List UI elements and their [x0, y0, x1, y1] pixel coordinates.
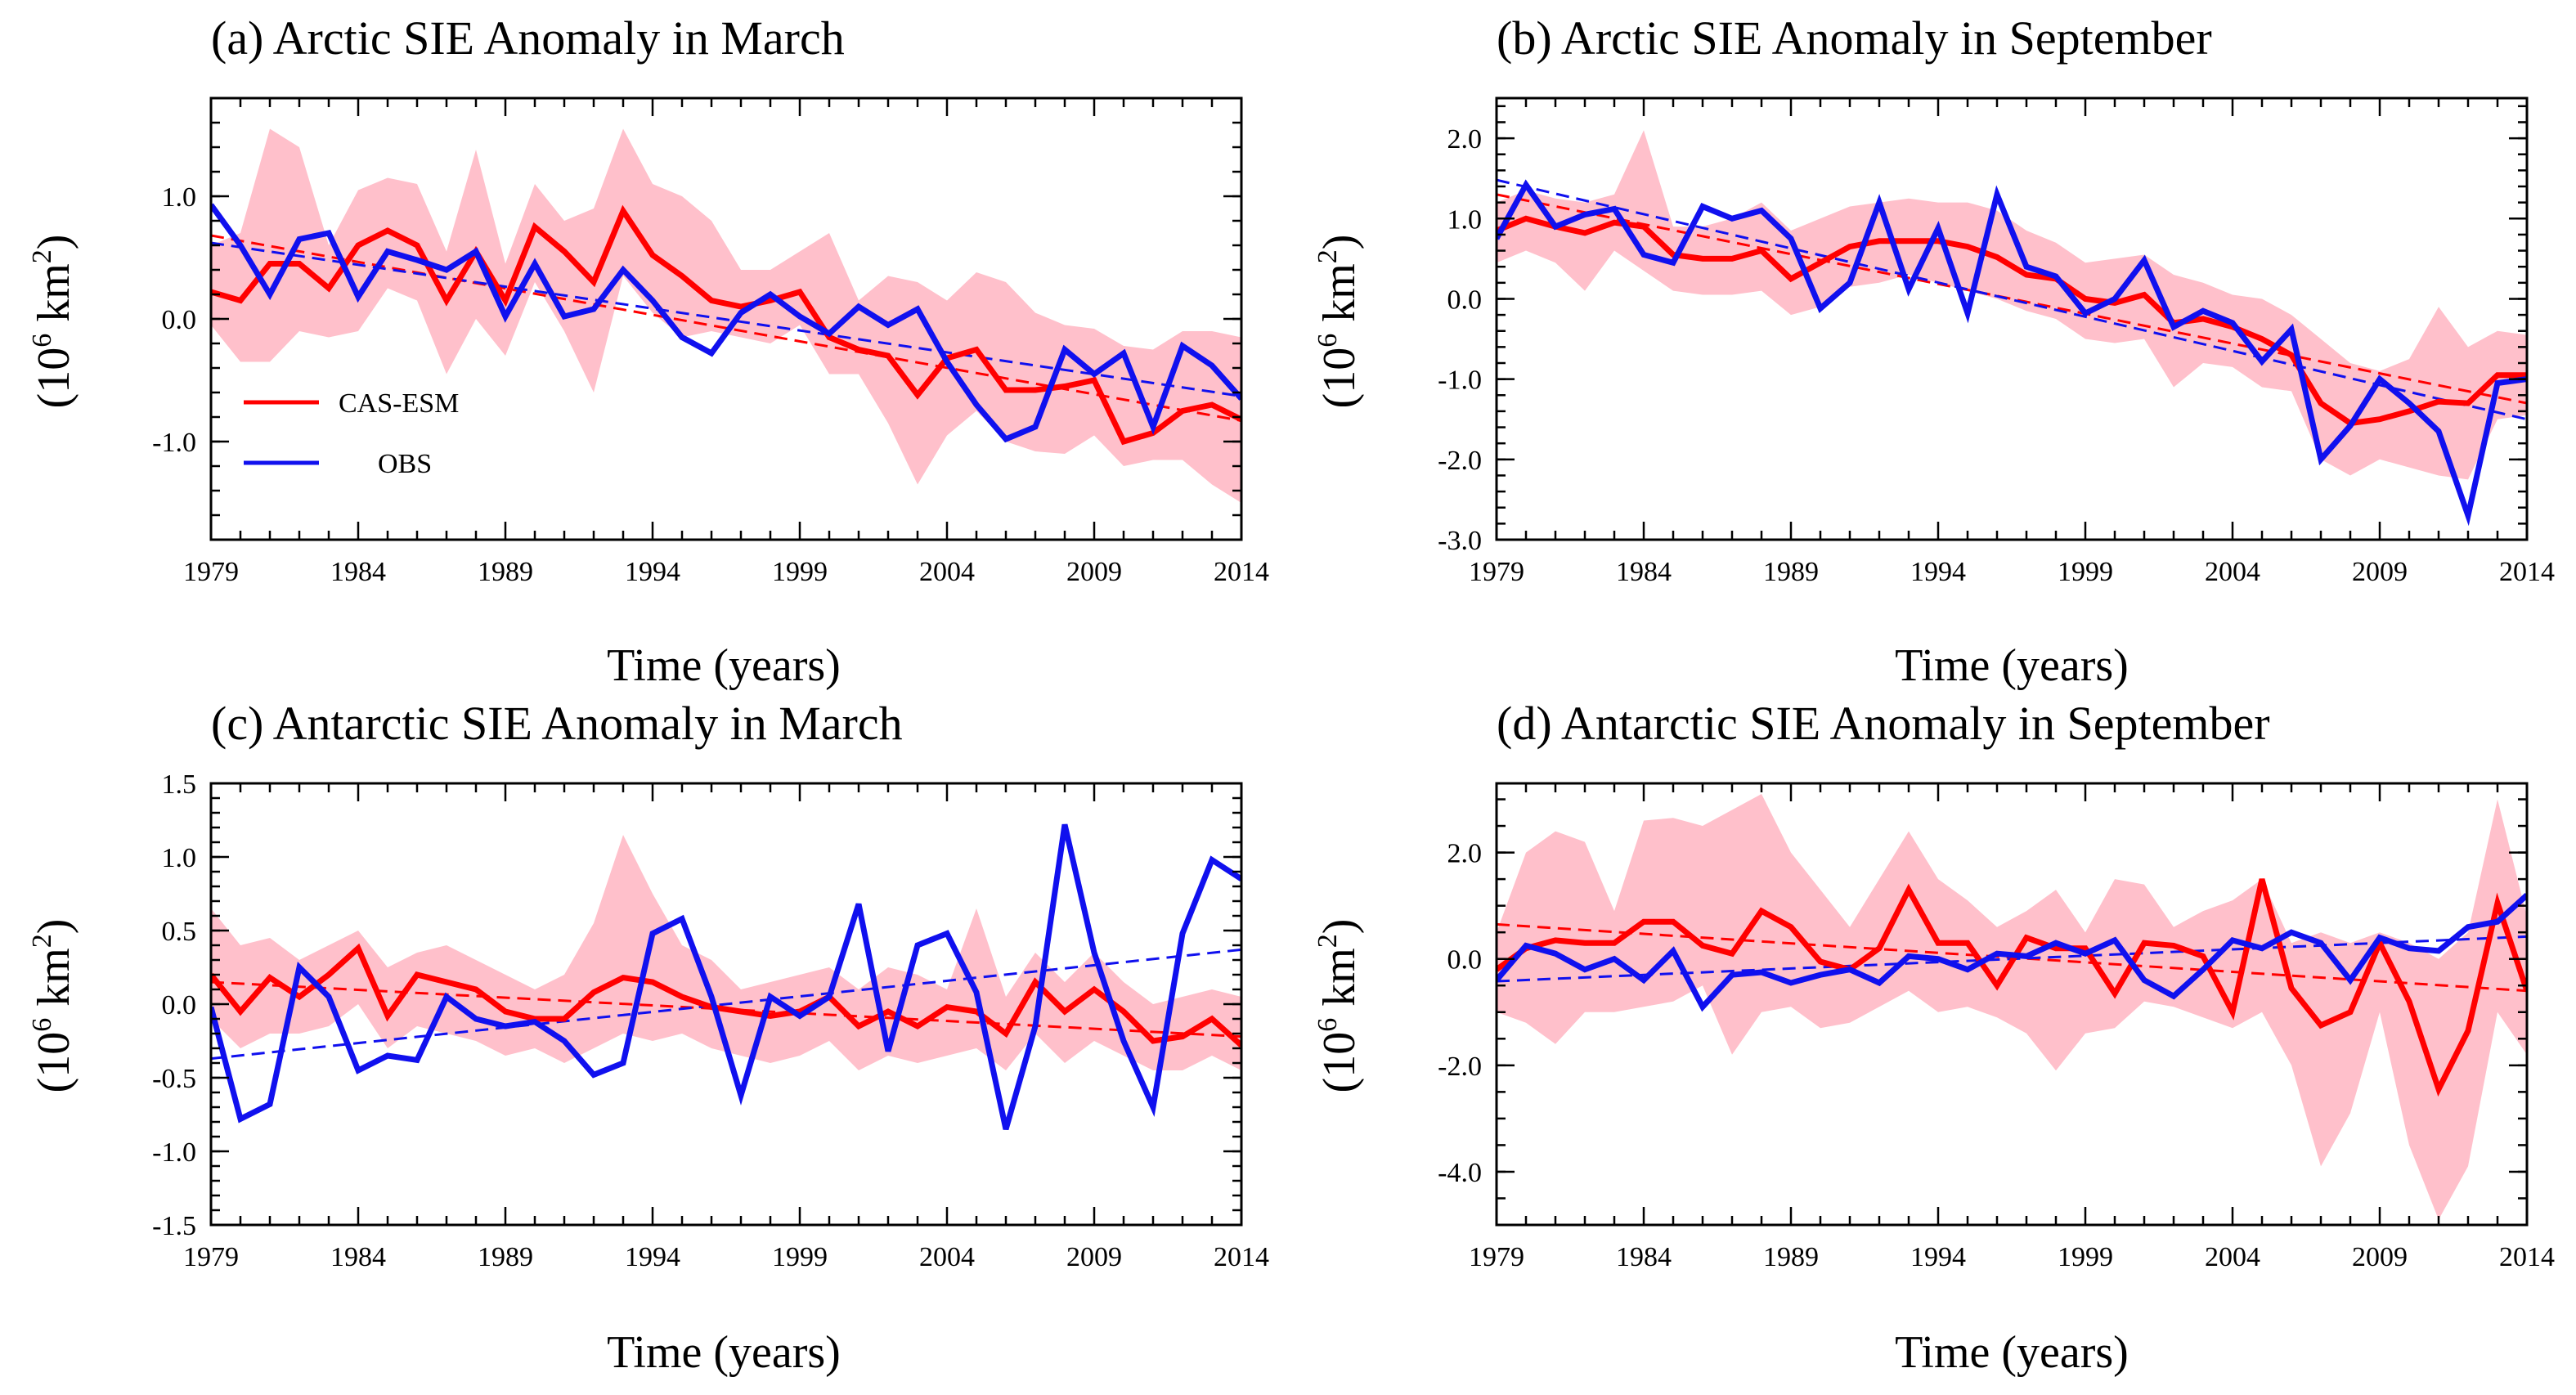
panel-a: (a) Arctic SIE Anomaly in March 1979 1984…: [27, 11, 1269, 691]
panel-a-xtick-label: 2009: [1066, 557, 1122, 587]
panel-c-xtick-label: 1994: [625, 1242, 680, 1272]
panel-b-model-trend-line: [1497, 193, 2527, 405]
panel-b-xtick-label: 2014: [2499, 557, 2555, 587]
panel-d-ytick-label: -4.0: [1438, 1158, 1482, 1188]
panel-c-xtick-label: 2014: [1214, 1242, 1269, 1272]
legend: CAS-ESM OBS: [244, 388, 459, 479]
panel-c-title: (c) Antarctic SIE Anomaly in March: [211, 697, 903, 750]
panel-b-ytick-label: 0.0: [1447, 285, 1483, 315]
panel-d-title: (d) Antarctic SIE Anomaly in September: [1497, 697, 2270, 750]
panel-b-xtick-label: 2009: [2352, 557, 2408, 587]
panel-c-xtick-label: 1984: [330, 1242, 386, 1272]
panel-d-obs-line: [1497, 893, 2527, 1012]
panel-c-ytick-label: 1.5: [162, 769, 197, 800]
panel-b-xtick-label: 1994: [1910, 557, 1966, 587]
panel-d-ytick-label: 0.0: [1447, 945, 1483, 976]
panel-c-ytick-label: -1.5: [152, 1211, 196, 1241]
legend-model-label: CAS-ESM: [339, 388, 459, 419]
panel-a-x-axis-label: Time (years): [607, 640, 841, 691]
panel-c-model-line: [211, 943, 1241, 1048]
panel-b-xtick-label: 1999: [2058, 557, 2113, 587]
panel-c-xtick-label: 1979: [183, 1242, 239, 1272]
panel-c-xtick-label: 2004: [919, 1242, 975, 1272]
panel-a-xtick-label: 1994: [625, 557, 680, 587]
panel-c: (c) Antarctic SIE Anomaly in March 1979 1…: [27, 697, 1269, 1378]
panel-c-y-axis-label: (106 km2): [27, 919, 79, 1093]
panel-a-model-line: [211, 204, 1241, 446]
panel-d-xtick-label: 1989: [1763, 1242, 1819, 1272]
panel-c-spread-band: [211, 835, 1241, 1070]
panel-a-xtick-label: 2014: [1214, 557, 1269, 587]
panel-a-ytick-label: 0.0: [162, 305, 197, 335]
panel-b-frame: [1495, 96, 2529, 541]
panel-d-xtick-label: 1979: [1469, 1242, 1524, 1272]
panel-d-xtick-label: 2009: [2352, 1242, 2408, 1272]
panel-a-xtick-label: 1984: [330, 557, 386, 587]
panel-d-ytick-label: 2.0: [1447, 839, 1483, 869]
panel-b-ytick-label: -1.0: [1438, 366, 1482, 396]
panel-a-xtick-label: 1989: [478, 557, 533, 587]
panel-d-spread-band: [1497, 794, 2527, 1220]
panel-b-ytick-label: 2.0: [1447, 124, 1483, 155]
panel-d-xtick-label: 1994: [1910, 1242, 1966, 1272]
panel-b-xtick-label: 1989: [1763, 557, 1819, 587]
panel-a-obs-trend-line: [211, 241, 1241, 397]
panel-b-xtick-label: 1984: [1616, 557, 1672, 587]
panel-c-x-axis-label: Time (years): [607, 1327, 841, 1378]
panel-d-xtick-label: 1984: [1616, 1242, 1672, 1272]
panel-c-xtick-label: 2009: [1066, 1242, 1122, 1272]
panel-d-xtick-label: 2004: [2205, 1242, 2260, 1272]
panel-c-obs-trend-line: [211, 948, 1241, 1061]
panel-c-xtick-label: 1999: [772, 1242, 828, 1272]
panel-d-xtick-label: 2014: [2499, 1242, 2555, 1272]
panel-b-y-axis-label: (106 km2): [1313, 235, 1365, 409]
panel-c-obs-line: [211, 823, 1241, 1130]
panel-b-title: (b) Arctic SIE Anomaly in September: [1497, 11, 2212, 65]
panel-c-ytick-label: 1.0: [162, 843, 197, 873]
panel-a-xtick-label: 2004: [919, 557, 975, 587]
panel-b-obs-line: [1497, 179, 2527, 527]
panel-b-x-axis-label: Time (years): [1895, 640, 2129, 691]
panel-d-frame: [1495, 782, 2529, 1227]
panel-d-xtick-label: 1999: [2058, 1242, 2113, 1272]
panel-a-model-trend-line: [211, 234, 1241, 422]
panel-d-y-axis-label: (106 km2): [1313, 919, 1365, 1093]
panel-a-spread-band: [211, 128, 1241, 503]
panel-b-obs-trend-line: [1497, 178, 2527, 421]
panel-d-ytick-label: -2.0: [1438, 1052, 1482, 1082]
panel-a-y-axis-label: (106 km2): [27, 235, 79, 409]
panel-d-x-axis-label: Time (years): [1895, 1327, 2129, 1378]
panel-d-model-line: [1497, 878, 2527, 1097]
panel-a-ytick-label: -1.0: [152, 428, 196, 458]
legend-obs-label: OBS: [378, 449, 432, 479]
panel-d: (d) Antarctic SIE Anomaly in September 1…: [1313, 697, 2555, 1378]
panel-a-xtick-label: 1979: [183, 557, 239, 587]
panel-c-ytick-label: 0.0: [162, 990, 197, 1020]
panel-c-ytick-label: -0.5: [152, 1064, 196, 1094]
panel-b: (b) Arctic SIE Anomaly in September 1979…: [1313, 11, 2555, 691]
panel-a-obs-line: [211, 203, 1241, 443]
panel-b-ytick-label: 1.0: [1447, 204, 1483, 235]
panel-b-ytick-label: -2.0: [1438, 446, 1482, 476]
panel-a-title: (a) Arctic SIE Anomaly in March: [211, 11, 845, 65]
panel-a-ytick-label: 1.0: [162, 182, 197, 213]
panel-b-xtick-label: 1979: [1469, 557, 1524, 587]
panel-c-ytick-label: 0.5: [162, 917, 197, 947]
panel-b-ytick-label: -3.0: [1438, 526, 1482, 556]
panel-a-xtick-label: 1999: [772, 557, 828, 587]
panel-b-xtick-label: 2004: [2205, 557, 2260, 587]
panel-b-spread-band: [1497, 130, 2527, 480]
panel-c-ytick-label: -1.0: [152, 1137, 196, 1168]
panel-c-xtick-label: 1989: [478, 1242, 533, 1272]
